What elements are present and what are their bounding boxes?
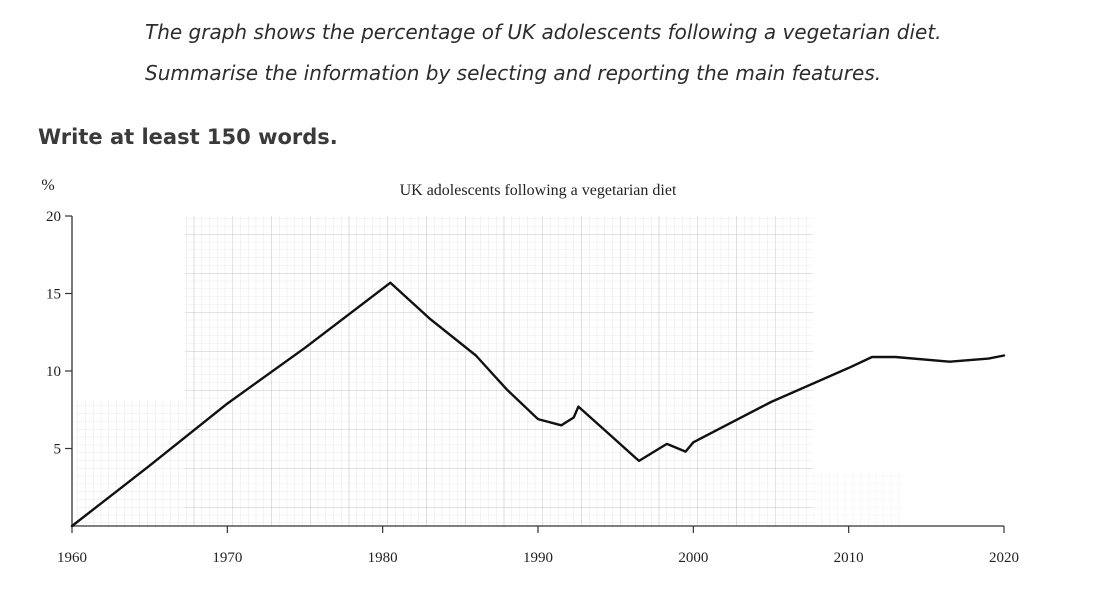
y-tick-label: 5 (54, 442, 62, 458)
task-prompt-line-2: Summarise the information by selecting a… (145, 61, 882, 85)
x-tick-label: 2010 (834, 550, 864, 566)
y-tick-label: 20 (46, 209, 61, 225)
graph-paper-grid (75, 216, 903, 526)
x-tick-label: 1980 (368, 550, 398, 566)
y-tick-label: 10 (46, 364, 61, 380)
y-tick-label: 15 (46, 287, 61, 303)
x-tick-label: 2000 (678, 550, 708, 566)
series-line-vegetarian-percentage (70, 281, 1006, 528)
x-tick-label: 1960 (57, 550, 87, 566)
word-count-instruction: Write at least 150 words. (38, 125, 338, 149)
y-axis-unit-label: % (41, 177, 54, 194)
x-tick-label: 1970 (212, 550, 242, 566)
chart-title: UK adolescents following a vegetarian di… (400, 182, 677, 199)
x-tick-label: 1990 (523, 550, 553, 566)
x-tick-label: 2020 (989, 550, 1019, 566)
task-prompt-line-1: The graph shows the percentage of UK ado… (145, 20, 942, 44)
